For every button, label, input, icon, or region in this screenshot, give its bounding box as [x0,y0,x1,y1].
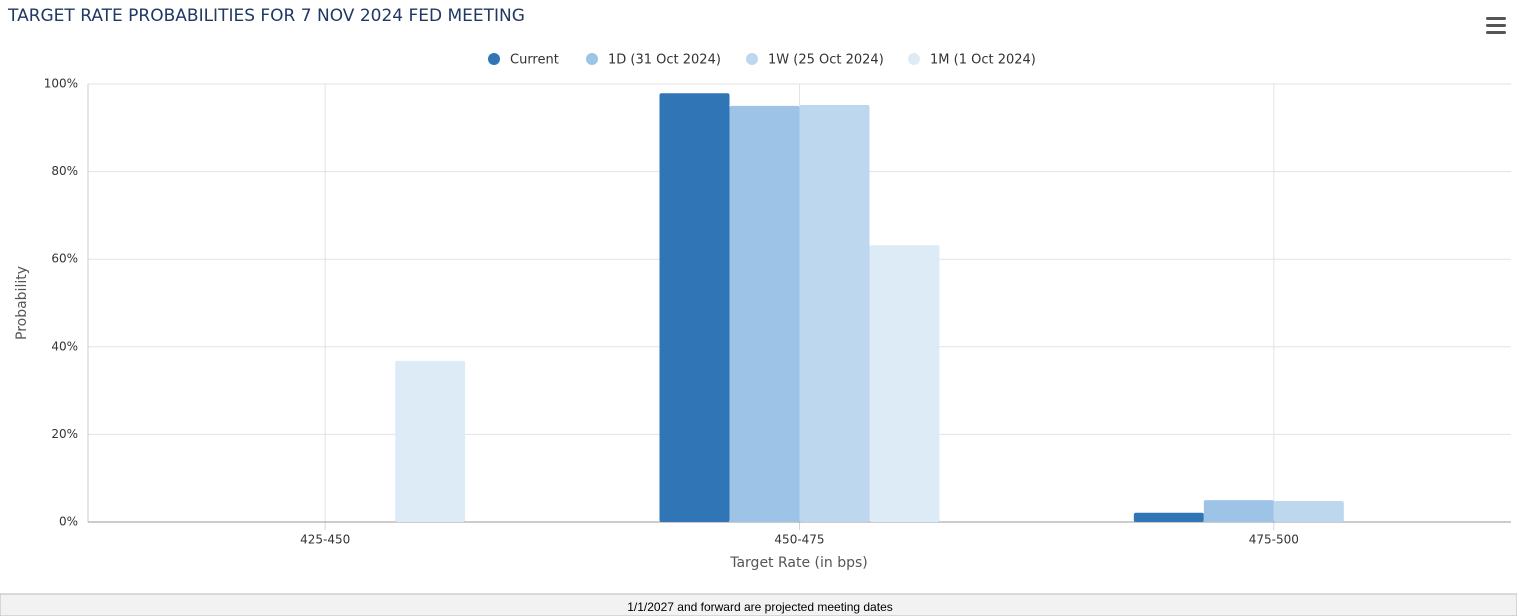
menu-bar [1486,24,1506,27]
legend-label: 1D (31 Oct 2024) [608,53,721,68]
bar [799,105,870,523]
x-tick-label: 475-500 [1249,533,1299,547]
legend-marker [586,53,598,65]
bar [1273,500,1344,522]
y-tick-label: 20% [51,427,78,441]
chart-title: TARGET RATE PROBABILITIES FOR 7 NOV 2024… [7,6,525,26]
legend-marker [908,53,920,65]
y-tick-label: 100% [44,77,78,91]
y-tick-label: 80% [51,164,78,178]
bar [659,93,730,522]
legend-item[interactable]: 1W (25 Oct 2024) [746,53,884,68]
legend-item[interactable]: Current [488,53,559,68]
y-tick-label: 0% [59,515,78,529]
y-tick-label: 60% [51,252,78,266]
legend-marker [488,53,500,65]
legend-item[interactable]: 1M (1 Oct 2024) [908,53,1036,68]
bar [729,105,800,523]
legend-label: Current [510,53,559,68]
x-tick-label: 450-475 [774,533,824,547]
menu-button[interactable] [1486,17,1506,34]
menu-bar [1486,17,1506,20]
footer-bar [0,593,1517,616]
legend-label: 1W (25 Oct 2024) [768,53,884,68]
legend-marker [746,53,758,65]
bar [1203,500,1274,522]
menu-bar [1486,31,1506,34]
legend-label: 1M (1 Oct 2024) [930,53,1036,68]
bar [1133,512,1204,522]
bar [395,360,466,522]
y-axis-title: Probability [14,266,30,340]
y-tick-label: 40% [51,339,78,353]
legend-item[interactable]: 1D (31 Oct 2024) [586,53,721,68]
x-tick-label: 425-450 [300,533,350,547]
bar [869,245,940,522]
footer-note: 1/1/2027 and forward are projected meeti… [627,600,893,614]
x-axis-title: Target Rate (in bps) [729,555,868,571]
